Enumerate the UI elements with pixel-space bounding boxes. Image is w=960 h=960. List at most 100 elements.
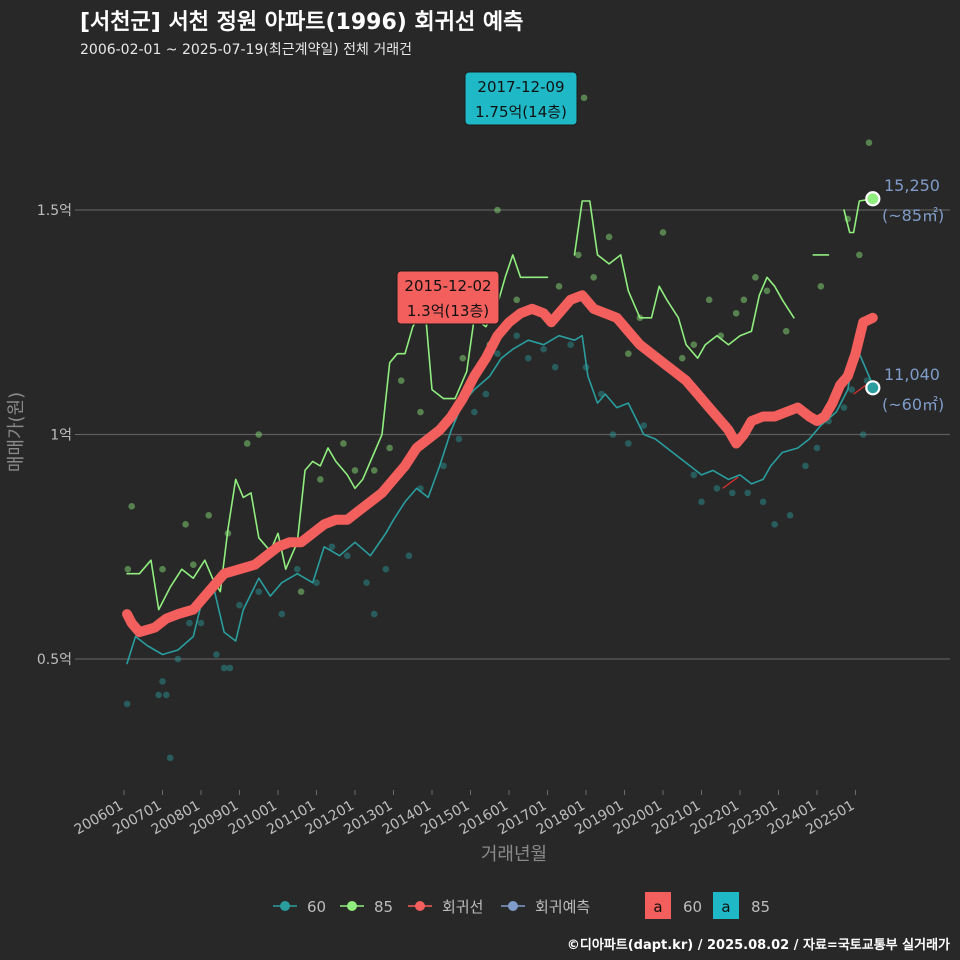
prediction-mark xyxy=(722,476,739,489)
point-85 xyxy=(205,512,212,519)
point-60 xyxy=(455,435,463,443)
point-85 xyxy=(397,377,405,384)
point-60 xyxy=(328,543,336,551)
point-60 xyxy=(197,619,205,627)
point-85 xyxy=(740,296,748,304)
series-85-line xyxy=(573,200,795,359)
point-60 xyxy=(690,471,698,479)
point-60 xyxy=(625,440,632,447)
point-85 xyxy=(255,431,263,438)
point-60 xyxy=(786,512,794,519)
annotation-price: 1.75억(14층) xyxy=(475,103,567,121)
point-85 xyxy=(659,229,667,236)
point-85 xyxy=(575,251,582,259)
legend-label: 85 xyxy=(374,898,393,916)
chart-title: [서천군] 서천 정원 아파트(1996) 회귀선 예측 xyxy=(80,10,524,35)
annotations: 15,250 (~85㎡) 11,040 (~60㎡) 2015-12-02 1.3억(1… xyxy=(396,71,944,414)
point-85 xyxy=(752,274,759,281)
point-85 xyxy=(317,476,324,483)
point-60 xyxy=(405,552,413,560)
point-85 xyxy=(732,309,740,317)
legend-label: 60 xyxy=(683,898,702,916)
annotation-box xyxy=(396,270,500,325)
series-85-line xyxy=(126,254,549,611)
x-axis-ticks: 2006012007012008012009012010012011012012… xyxy=(72,790,858,838)
point-60 xyxy=(813,444,821,452)
point-60 xyxy=(848,386,855,393)
point-85 xyxy=(128,503,135,510)
legend-key-dot xyxy=(508,901,518,911)
point-85 xyxy=(605,233,613,241)
point-60 xyxy=(513,332,520,340)
legend-label: 60 xyxy=(307,898,326,916)
end-label-area: (~85㎡) xyxy=(882,206,944,225)
point-85 xyxy=(124,565,132,573)
footer-credit: ©디아파트(dapt.kr) / 2025.08.02 / 자료=국토교통부 실… xyxy=(566,938,950,953)
point-60 xyxy=(771,521,778,528)
legend-label: 85 xyxy=(751,898,770,916)
point-85 xyxy=(351,467,359,474)
point-60 xyxy=(344,552,351,560)
point-60 xyxy=(540,345,547,353)
series-60-line xyxy=(126,334,874,665)
point-60 xyxy=(363,579,370,586)
legend-fill-key xyxy=(713,892,739,919)
point-60 xyxy=(123,700,131,708)
point-60 xyxy=(494,350,501,357)
point-60 xyxy=(186,619,193,627)
point-85 xyxy=(690,341,698,349)
legend-key-dot xyxy=(280,901,290,911)
end-point-marker xyxy=(865,191,881,207)
legend-fill-glyph: a xyxy=(653,898,662,916)
point-60 xyxy=(482,390,490,398)
point-60 xyxy=(159,678,166,685)
point-60 xyxy=(278,610,286,618)
y-tick-label: 1억 xyxy=(50,428,72,444)
point-85 xyxy=(590,274,597,281)
point-60 xyxy=(220,664,228,672)
point-85 xyxy=(386,444,393,452)
annotation-date: 2015-12-02 xyxy=(404,277,491,295)
point-60 xyxy=(609,431,617,438)
legend: 60 85 회귀선 회귀예측 a 60 a 85 xyxy=(273,892,770,919)
point-60 xyxy=(744,489,751,497)
legend-key-dot xyxy=(347,901,357,911)
point-60 xyxy=(226,664,234,672)
point-60 xyxy=(293,565,301,573)
annotation-date: 2017-12-09 xyxy=(477,78,564,96)
annotation-price: 1.3억(13층) xyxy=(407,302,489,320)
series-85-line xyxy=(843,198,874,234)
annotation-box xyxy=(464,71,578,126)
end-point-marker xyxy=(865,380,881,396)
point-60 xyxy=(163,691,170,699)
point-60 xyxy=(698,498,705,506)
point-60 xyxy=(471,408,478,416)
point-60 xyxy=(729,489,736,497)
y-axis-ticks: 0.5억 1억 1.5억 xyxy=(37,203,80,668)
point-85 xyxy=(763,287,771,295)
point-85 xyxy=(625,350,632,357)
point-60 xyxy=(255,588,263,595)
point-85 xyxy=(555,283,563,290)
point-85 xyxy=(417,408,424,416)
point-85 xyxy=(817,283,825,290)
end-label-value: 11,040 xyxy=(884,365,940,384)
point-85 xyxy=(494,206,501,214)
point-85 xyxy=(297,588,305,595)
point-85 xyxy=(678,354,686,362)
point-85 xyxy=(370,467,378,474)
point-85 xyxy=(340,440,347,447)
point-60 xyxy=(759,498,767,506)
point-60 xyxy=(802,462,809,470)
point-60 xyxy=(174,655,182,663)
legend-label: 회귀예측 xyxy=(535,898,590,916)
series-lines xyxy=(122,198,878,665)
scatter-points xyxy=(123,94,873,762)
point-60 xyxy=(567,341,574,349)
y-tick-label: 1.5억 xyxy=(37,203,72,219)
point-60 xyxy=(166,754,174,762)
point-85 xyxy=(856,251,863,259)
legend-key-dot xyxy=(415,901,425,911)
point-85 xyxy=(513,296,520,304)
